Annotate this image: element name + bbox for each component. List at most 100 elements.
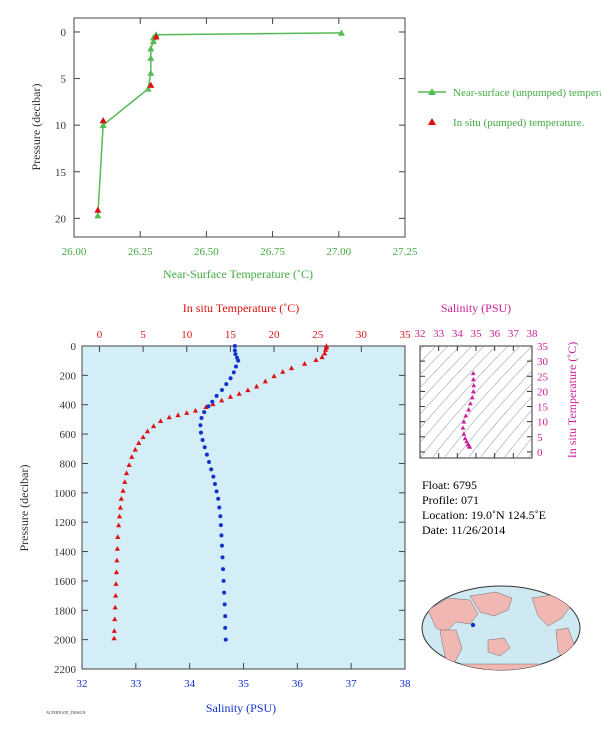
temperature-point <box>144 428 151 434</box>
ts-chart-title: Salinity (PSU) <box>441 301 511 315</box>
density-isoline <box>420 346 449 376</box>
ts-point <box>461 419 467 424</box>
series-unpumped-point <box>99 121 107 128</box>
salinity-point <box>202 410 207 415</box>
density-isoline <box>420 346 509 444</box>
temperature-point <box>122 479 128 484</box>
top-chart-frame <box>73 17 406 238</box>
ts-point <box>462 435 468 441</box>
ts-point <box>470 389 476 394</box>
temperature-point <box>253 383 260 389</box>
ts-point <box>470 376 476 382</box>
temperature-point <box>157 418 164 423</box>
temperature-point <box>115 534 121 539</box>
ts-temp-tick-label: 20 <box>537 386 549 398</box>
temperature-point <box>126 462 132 468</box>
salinity-point <box>200 437 205 442</box>
top-chart-y-tick-label: 20 <box>55 213 67 225</box>
ts-salinity-tick-label: 32 <box>415 328 426 340</box>
density-isoline <box>491 409 532 458</box>
density-isolines <box>420 346 532 458</box>
temperature-point <box>116 513 123 519</box>
salinity-point <box>236 358 241 363</box>
pressure-axis-tick-label: 800 <box>60 458 77 470</box>
pressure-axis-tick-label: 1400 <box>54 547 77 559</box>
ts-temp-tick-label: 35 <box>537 341 549 353</box>
series-pumped-point <box>99 117 107 124</box>
temperature-point <box>112 604 118 610</box>
temperature-point <box>113 569 120 575</box>
top-chart-y-tick-label: 5 <box>61 74 67 86</box>
ts-salinity-tick-label: 35 <box>471 328 483 340</box>
temperature-point <box>319 354 325 360</box>
pressure-axis-tick-label: 1200 <box>54 517 77 529</box>
density-isoline <box>515 437 532 458</box>
salinity-axis-tick-label: 32 <box>77 678 88 690</box>
temperature-point <box>236 391 242 396</box>
ts-point <box>463 413 469 418</box>
pressure-axis-tick-label: 2200 <box>54 664 77 676</box>
date-text: Date: 11/26/2014 <box>422 523 505 537</box>
continent-asia-west <box>427 597 479 633</box>
temperature-point <box>192 408 199 413</box>
top-chart-y-tick-label: 15 <box>55 167 67 179</box>
salinity-point <box>198 430 203 435</box>
salinity-axis-tick-label: 37 <box>346 678 358 690</box>
series-unpumped-line <box>97 32 342 216</box>
ts-point <box>466 407 471 412</box>
salinity-point <box>220 555 225 560</box>
series-unpumped-point <box>147 69 155 76</box>
temp-axis-tick-label: 30 <box>356 329 368 341</box>
temperature-point <box>132 446 138 452</box>
temp-axis-tick-label: 10 <box>181 329 193 341</box>
temperature-point <box>175 412 181 418</box>
pressure-axis-tick-label: 1800 <box>54 605 77 617</box>
temperature-point <box>184 410 190 415</box>
temperature-point <box>322 350 328 356</box>
main-chart-y-axis-label: Pressure (decibar) <box>17 465 31 552</box>
main-chart-plot-area <box>81 345 406 670</box>
top-chart-y-axis-label: Pressure (decibar) <box>29 84 43 171</box>
temperature-point <box>114 546 120 551</box>
float-location-marker <box>470 622 476 628</box>
profile-number-text: Profile: 071 <box>422 493 479 507</box>
top-chart-x-tick-label: 26.00 <box>62 246 87 258</box>
salinity-point <box>222 602 227 607</box>
salinity-point <box>209 467 214 472</box>
continent-asia-east <box>469 591 513 617</box>
salinity-point <box>228 376 233 381</box>
temperature-point <box>111 635 117 641</box>
temperature-point <box>120 488 126 493</box>
salinity-point <box>223 625 228 630</box>
top-chart-y-tick-label: 10 <box>55 120 67 132</box>
ts-point <box>470 370 476 376</box>
density-isoline <box>467 383 532 458</box>
world-map <box>421 585 581 671</box>
salinity-point <box>204 452 209 457</box>
salinity-axis-tick-label: 38 <box>400 678 412 690</box>
top-chart-x-tick-label: 26.25 <box>128 246 153 258</box>
temperature-salinity-depth-profile-chart: 0 5 10 15 20 25 30 35 32 33 34 35 36 37 38 0 200 400 600 80… <box>54 329 411 690</box>
salinity-point <box>198 423 203 428</box>
density-isoline <box>431 346 532 458</box>
series-pumped-point <box>152 33 160 40</box>
series-unpumped-point <box>149 37 157 45</box>
density-isoline <box>420 346 485 415</box>
temperature-point <box>150 423 157 429</box>
ts-point <box>469 395 475 400</box>
temp-axis-tick-label: 25 <box>312 329 324 341</box>
temperature-salinity-diagram: 32 33 34 35 36 37 38 0 5 10 15 20 25 30 35 <box>415 328 549 459</box>
salinity-point <box>210 399 215 404</box>
legend-label-pumped: In situ (pumped) temperature. <box>453 117 585 129</box>
ts-temp-tick-label: 5 <box>537 432 543 444</box>
ts-chart-y-axis-label: In situ Temperature (˚C) <box>565 342 579 459</box>
near-surface-temperature-chart: 26.00 26.25 26.50 26.75 27.00 27.25 0 5 10 15 20 <box>55 17 418 258</box>
pressure-axis-tick-label: 600 <box>60 429 77 441</box>
top-chart-x-tick-label: 26.75 <box>260 246 285 258</box>
series-unpumped-point <box>94 212 102 219</box>
ts-salinity-tick-label: 34 <box>452 328 464 340</box>
footer-text: ALTERNATE_DESIGN <box>46 710 86 715</box>
main-chart-bottom-axis-label: Salinity (PSU) <box>206 701 276 715</box>
top-chart-legend: Near-surface (unpumped) temperature. In … <box>418 87 601 129</box>
